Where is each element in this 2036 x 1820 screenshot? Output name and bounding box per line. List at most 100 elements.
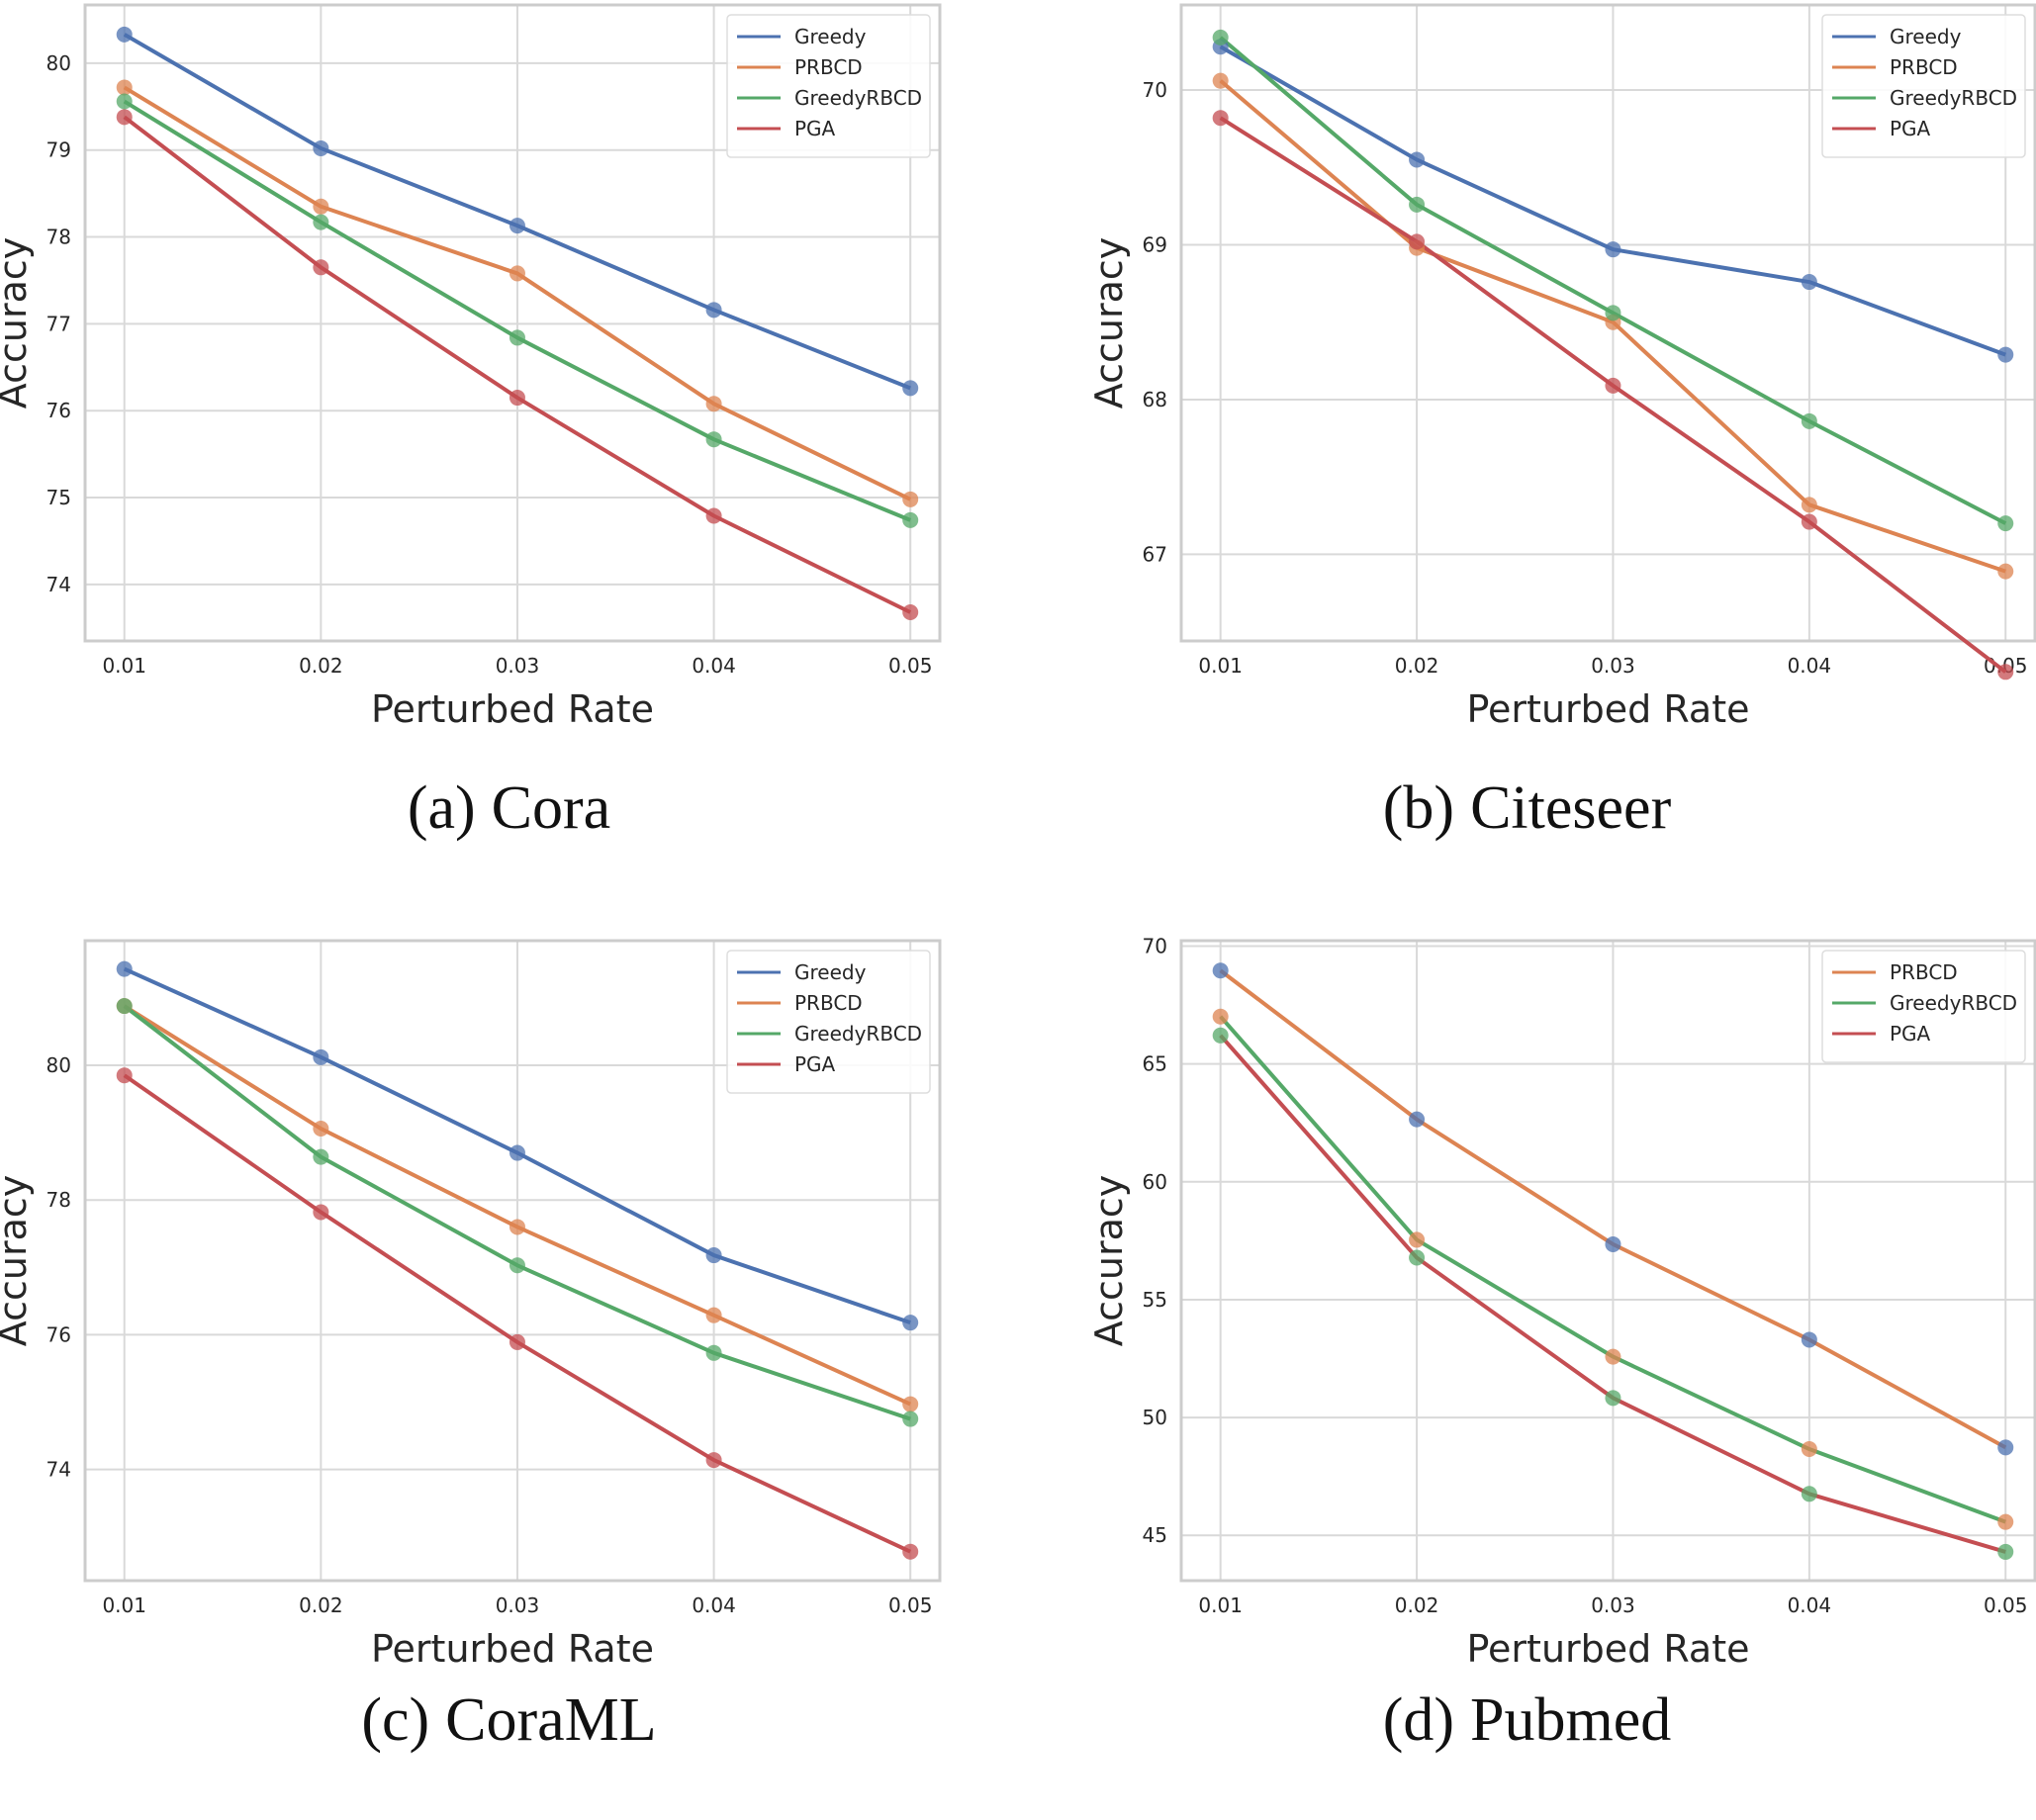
data-point-greedyrbcd bbox=[1605, 305, 1621, 321]
data-point-greedyrbcd bbox=[1997, 515, 2014, 532]
data-point-greedy bbox=[313, 1048, 329, 1065]
y-tick-label: 70 bbox=[1143, 934, 1167, 957]
caption-cora: (a) Cora bbox=[0, 774, 1018, 844]
y-tick-label: 68 bbox=[1143, 388, 1167, 411]
x-tick-label: 0.02 bbox=[1395, 654, 1439, 678]
x-axis-label: Perturbed Rate bbox=[371, 1627, 654, 1666]
data-point-greedyrbcd bbox=[1409, 196, 1426, 213]
y-tick-label: 79 bbox=[46, 138, 71, 162]
data-point-prbcd bbox=[1801, 497, 1817, 513]
legend-label-prbcd: PRBCD bbox=[1890, 960, 1958, 984]
data-point-pga bbox=[509, 1333, 525, 1350]
data-point-pga bbox=[1801, 513, 1817, 530]
data-point-greedyrbcd bbox=[902, 511, 919, 528]
x-tick-label: 0.03 bbox=[1591, 1593, 1635, 1617]
x-axis-label: Perturbed Rate bbox=[1466, 1627, 1749, 1666]
data-point-pga bbox=[705, 507, 722, 524]
chart-citeseer: 0.010.020.030.040.0567686970Perturbed Ra… bbox=[1087, 3, 2036, 731]
panel-cora: 0.01 0.02 0.03 0.04 0.05 74 75 76 77 78 79 80 Pertur… bbox=[0, 0, 1018, 886]
x-tick-label: 0.01 bbox=[1198, 654, 1243, 678]
x-tick-label: 0.03 bbox=[496, 1593, 540, 1617]
legend-box bbox=[726, 950, 931, 1094]
data-point-greedyrbcd bbox=[313, 214, 329, 230]
x-tick-label: 0.02 bbox=[299, 654, 343, 678]
data-point-prbcd bbox=[1997, 1439, 2014, 1456]
legend-label-greedy: Greedy bbox=[1890, 25, 1962, 48]
data-point-greedyrbcd bbox=[1801, 1441, 1817, 1458]
legend-label-greedy: Greedy bbox=[794, 25, 867, 48]
caption-pubmed: (d) Pubmed bbox=[1018, 1685, 2036, 1756]
data-point-greedyrbcd bbox=[116, 93, 133, 110]
caption-name: CoraML bbox=[445, 1686, 657, 1754]
y-tick-label: 45 bbox=[1143, 1523, 1167, 1547]
x-tick-label: 0.01 bbox=[102, 654, 146, 678]
caption-citeseer: (b) Citeseer bbox=[1018, 774, 2036, 844]
data-point-pga bbox=[1997, 1543, 2014, 1560]
data-point-pga bbox=[1409, 233, 1426, 250]
data-point-greedy bbox=[509, 1144, 525, 1161]
data-point-prbcd bbox=[116, 79, 133, 96]
data-point-pga bbox=[705, 1452, 722, 1469]
grid bbox=[1181, 941, 2035, 1581]
data-point-greedyrbcd bbox=[705, 1344, 722, 1361]
caption-name: Citeseer bbox=[1470, 774, 1672, 842]
data-point-prbcd bbox=[1801, 1331, 1817, 1348]
panel-citeseer: 0.010.020.030.040.0567686970Perturbed Ra… bbox=[1018, 0, 2036, 886]
panel-pubmed: 0.01 0.02 0.03 0.04 0.05 45 50 55 60 65 70 Perturbe… bbox=[1018, 934, 2036, 1820]
y-tick-label: 80 bbox=[46, 51, 71, 75]
legend-label-greedyrbcd: GreedyRBCD bbox=[794, 86, 922, 110]
caption-coraml: (c) CoraML bbox=[0, 1685, 1018, 1756]
data-point-pga bbox=[1212, 1027, 1229, 1044]
plot-frame bbox=[83, 3, 942, 643]
data-point-greedyrbcd bbox=[313, 1148, 329, 1165]
data-point-pga bbox=[1997, 664, 2014, 681]
data-point-greedyrbcd bbox=[902, 1410, 919, 1427]
data-point-greedy bbox=[509, 218, 525, 234]
data-point-prbcd bbox=[313, 1121, 329, 1138]
x-tick-label: 0.04 bbox=[692, 654, 736, 678]
y-tick-label: 78 bbox=[46, 1188, 71, 1212]
x-tick-label: 0.05 bbox=[888, 1593, 933, 1617]
data-point-greedyrbcd bbox=[509, 329, 525, 346]
data-point-prbcd bbox=[1212, 72, 1229, 89]
data-point-greedyrbcd bbox=[1212, 29, 1229, 46]
data-point-greedy bbox=[1605, 241, 1621, 258]
data-point-pga bbox=[902, 1543, 919, 1560]
x-tick-label: 0.05 bbox=[1984, 1593, 2028, 1617]
legend-label-pga: PGA bbox=[794, 1052, 836, 1076]
data-point-greedyrbcd bbox=[1409, 1231, 1426, 1248]
data-point-pga bbox=[1409, 1249, 1426, 1266]
data-point-prbcd bbox=[705, 396, 722, 412]
plot-frame bbox=[83, 939, 942, 1583]
data-point-prbcd bbox=[1212, 962, 1229, 979]
legend-label-prbcd: PRBCD bbox=[1890, 55, 1958, 79]
y-tick-label: 78 bbox=[46, 226, 71, 249]
chart-coraml: 0.01 0.02 0.03 0.04 0.05 74 76 78 80 Perturbed Ra… bbox=[0, 939, 942, 1666]
y-tick-label: 69 bbox=[1143, 232, 1167, 256]
data-point-greedyrbcd bbox=[509, 1257, 525, 1274]
legend-label-greedy: Greedy bbox=[794, 960, 867, 984]
data-point-greedy bbox=[116, 960, 133, 977]
data-point-pga bbox=[509, 390, 525, 407]
x-axis-label: Perturbed Rate bbox=[371, 687, 654, 731]
data-point-greedy bbox=[902, 1315, 919, 1331]
data-point-pga bbox=[1212, 110, 1229, 127]
legend-box bbox=[1821, 14, 2026, 158]
data-point-prbcd bbox=[705, 1307, 722, 1323]
x-tick-label: 0.04 bbox=[1788, 1593, 1832, 1617]
plot-frame bbox=[1179, 3, 2036, 643]
y-tick-label: 80 bbox=[46, 1053, 71, 1077]
data-point-pga bbox=[1605, 377, 1621, 394]
legend-label-pga: PGA bbox=[1890, 1022, 1931, 1046]
y-tick-label: 76 bbox=[46, 399, 71, 422]
data-point-greedy bbox=[705, 1247, 722, 1264]
legend-box bbox=[726, 14, 931, 158]
x-tick-label: 0.01 bbox=[1198, 1593, 1243, 1617]
y-axis-label: Accuracy bbox=[1087, 237, 1131, 410]
legend: Greedy PRBCD GreedyRBCD PGA bbox=[726, 14, 931, 158]
data-point-greedy bbox=[116, 26, 133, 43]
data-point-prbcd bbox=[313, 198, 329, 215]
x-tick-label: 0.04 bbox=[692, 1593, 736, 1617]
y-tick-label: 74 bbox=[46, 1458, 71, 1482]
panel-coraml: 0.01 0.02 0.03 0.04 0.05 74 76 78 80 Perturbed Ra… bbox=[0, 934, 1018, 1820]
